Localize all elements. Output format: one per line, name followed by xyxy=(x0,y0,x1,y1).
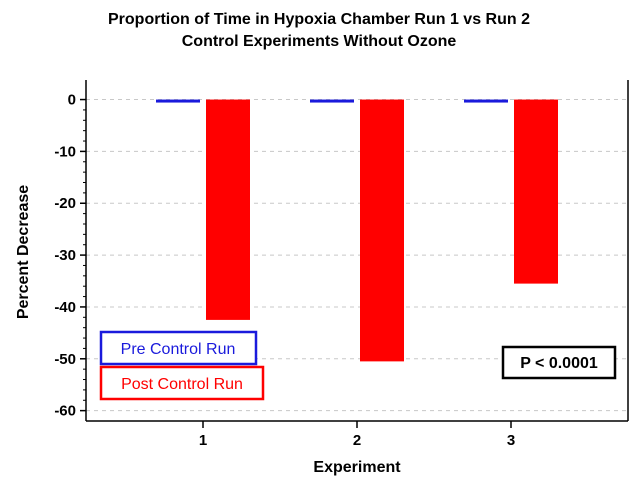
y-tick-label: -50 xyxy=(54,351,76,368)
chart-title-line-1: Proportion of Time in Hypoxia Chamber Ru… xyxy=(108,11,530,28)
x-tick-label: 1 xyxy=(199,432,207,449)
legend: Pre Control Run Post Control Run xyxy=(99,330,265,401)
p-value-annotation: P < 0.0001 xyxy=(501,345,617,380)
legend-item-post: Post Control Run xyxy=(99,365,265,401)
legend-box-pre xyxy=(99,330,258,366)
bar-post-1 xyxy=(206,99,250,320)
x-axis-label: Experiment xyxy=(313,459,401,476)
bars xyxy=(156,99,558,362)
legend-box-post xyxy=(99,365,265,401)
chart-title-line-2: Control Experiments Without Ozone xyxy=(182,33,457,50)
p-value-box xyxy=(501,345,617,380)
legend-item-pre: Pre Control Run xyxy=(99,330,258,366)
y-tick-label: -10 xyxy=(54,143,76,160)
y-tick-label: -20 xyxy=(54,195,76,212)
bar-pre-1 xyxy=(156,99,200,103)
bar-pre-2 xyxy=(310,99,354,103)
p-value-label: P < 0.0001 xyxy=(520,355,598,372)
legend-label-pre: Pre Control Run xyxy=(121,341,236,358)
y-tick-label: -60 xyxy=(54,403,76,420)
y-tick-label: -40 xyxy=(54,299,76,316)
y-tick-label: 0 xyxy=(68,92,76,109)
y-ticks: 0 -10 -20 -30 -40 -50 -60 xyxy=(54,92,86,420)
x-tick-label: 3 xyxy=(507,432,515,449)
y-axis-label: Percent Decrease xyxy=(15,185,32,319)
bar-post-3 xyxy=(514,99,558,284)
legend-label-post: Post Control Run xyxy=(121,376,243,393)
y-tick-label: -30 xyxy=(54,247,76,264)
x-ticks: 1 2 3 xyxy=(199,421,515,449)
bar-pre-3 xyxy=(464,99,508,103)
bar-post-2 xyxy=(360,99,404,362)
x-tick-label: 2 xyxy=(353,432,361,449)
chart-title: Proportion of Time in Hypoxia Chamber Ru… xyxy=(108,11,530,50)
